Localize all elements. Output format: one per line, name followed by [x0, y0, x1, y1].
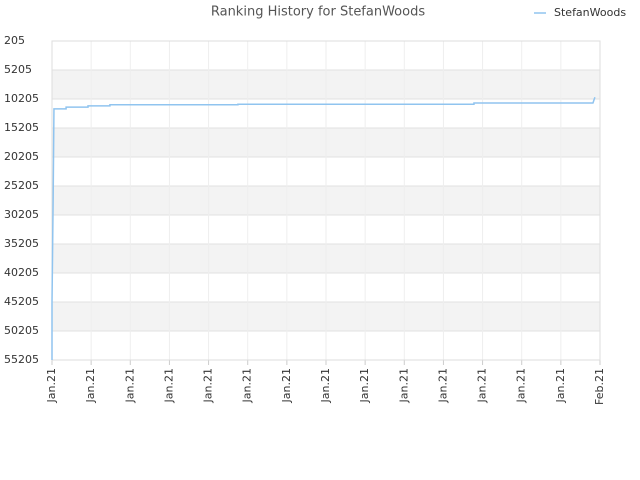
x-tick-label: Jan.21	[162, 368, 175, 403]
y-tick-label: 15205	[4, 121, 39, 134]
chart-title: Ranking History for StefanWoods	[211, 5, 425, 20]
y-tick-label: 20205	[4, 150, 39, 163]
x-tick-label: Jan.21	[358, 368, 371, 403]
y-tick-label: 5205	[4, 63, 32, 76]
x-tick-label: Jan.21	[45, 368, 58, 403]
y-tick-label: 205	[4, 34, 25, 47]
x-tick-label: Jan.21	[123, 368, 136, 403]
x-tick-label: Jan.21	[436, 368, 449, 403]
x-tick-label: Jan.21	[202, 368, 215, 403]
y-tick-label: 45205	[4, 295, 39, 308]
series-line	[51, 96, 596, 360]
y-tick-label: 40205	[4, 266, 39, 279]
x-tick-label: Jan.21	[84, 368, 97, 403]
x-tick-label: Jan.21	[397, 368, 410, 403]
plot-frame	[51, 40, 601, 361]
x-tick-label: Feb.21	[593, 368, 606, 405]
y-tick-label: 10205	[4, 92, 39, 105]
y-tick-label: 25205	[4, 179, 39, 192]
x-tick-label: Jan.21	[515, 368, 528, 403]
y-tick-label: 50205	[4, 324, 39, 337]
y-tick-label: 35205	[4, 237, 39, 250]
x-tick-label: Jan.21	[241, 368, 254, 403]
x-tick-label: Jan.21	[476, 368, 489, 403]
x-tick-label: Jan.21	[554, 368, 567, 403]
x-tick-label: Jan.21	[319, 368, 332, 403]
legend-label: StefanWoods	[554, 6, 626, 19]
y-tick-label: 30205	[4, 208, 39, 221]
y-tick-label: 55205	[4, 353, 39, 366]
x-tick-label: Jan.21	[280, 368, 293, 403]
